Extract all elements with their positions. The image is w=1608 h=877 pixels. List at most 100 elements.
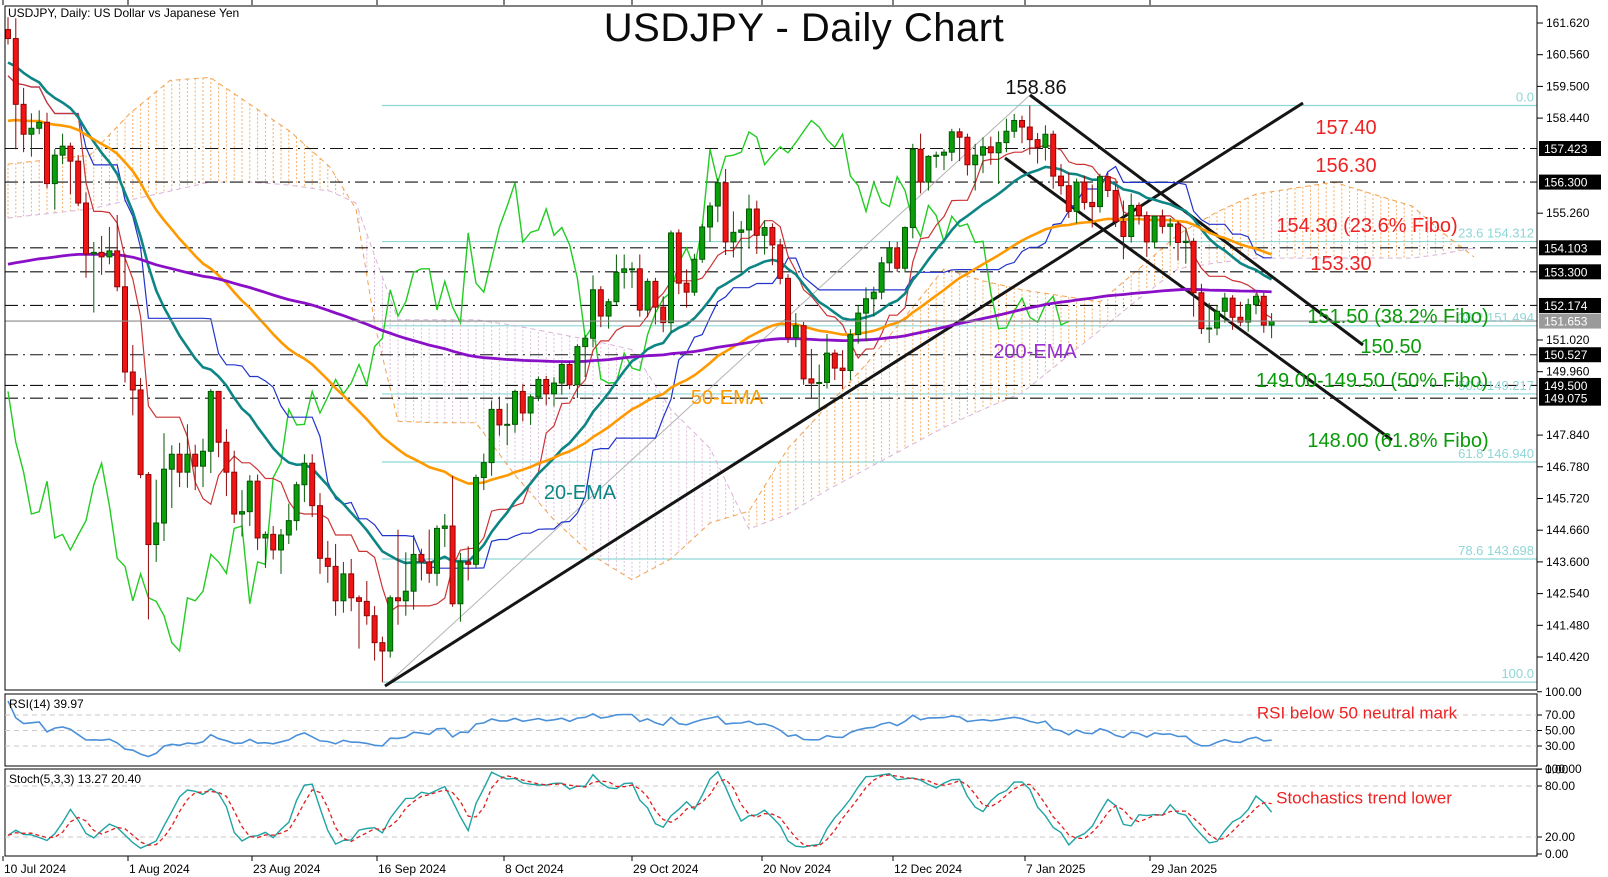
candle [1245, 304, 1252, 323]
candle [683, 282, 690, 293]
rsi-axis-tick: 100.00 [1545, 685, 1582, 699]
candle [574, 346, 581, 386]
candle [1065, 185, 1072, 212]
stoch-axis-tick: 100.00 [1545, 762, 1582, 776]
price-badge [1539, 297, 1601, 313]
fibo-label: 23.6 154.312 [1458, 226, 1534, 241]
candle [402, 590, 409, 602]
candle [753, 208, 760, 236]
candle [75, 160, 82, 204]
candle [371, 615, 378, 644]
candle [816, 381, 823, 384]
candle [909, 148, 916, 229]
candle [644, 280, 651, 311]
trendline-1[interactable] [384, 101, 1304, 688]
fibo-label: 50.0 149.217 [1458, 378, 1534, 393]
candle [800, 325, 807, 380]
support-149-00-fibo: 149.00-149.50 (50% Fibo) [1255, 370, 1489, 392]
trendline-2[interactable] [1029, 93, 1364, 347]
candle [12, 38, 19, 105]
candle [176, 453, 183, 473]
trendline-0[interactable] [384, 94, 1031, 687]
candle [738, 229, 745, 233]
candle [379, 642, 386, 652]
price-axis-tick: 140.420 [1546, 650, 1590, 664]
candle [270, 533, 277, 551]
price-axis-tick: 155.260 [1546, 206, 1590, 220]
price-badge [1539, 390, 1601, 406]
candle [1073, 181, 1080, 212]
candle [215, 390, 222, 443]
price-badge-text: 154.103 [1544, 241, 1588, 255]
symbol-info: USDJPY, Daily: US Dollar vs Japanese Yen [8, 6, 240, 20]
price-badge-text: 149.075 [1544, 392, 1588, 406]
candle [1182, 240, 1189, 244]
candle [1104, 176, 1111, 191]
candle [324, 557, 331, 567]
date-axis-label: 12 Dec 2024 [894, 862, 962, 876]
candle [129, 371, 136, 391]
price-badge-text: 153.300 [1544, 265, 1588, 279]
price-axis-tick: 159.500 [1546, 79, 1590, 93]
price-badge [1539, 264, 1601, 280]
date-axis-label: 1 Aug 2024 [129, 862, 190, 876]
candle [675, 232, 682, 284]
date-axis-label: 8 Oct 2024 [505, 862, 564, 876]
price-axis-tick: 158.440 [1546, 111, 1590, 125]
candle [948, 131, 955, 153]
price-axis-tick: 142.540 [1546, 587, 1590, 601]
candle [1019, 119, 1025, 128]
tenkan-sen-line [7, 75, 1272, 613]
senkou-a-line [7, 76, 1475, 581]
fibo-label: 100.0 [1501, 666, 1534, 681]
candle [605, 301, 612, 317]
candle [761, 227, 768, 236]
price-axis-tick: 161.620 [1546, 16, 1590, 30]
price-badge [1539, 313, 1601, 329]
candle [707, 205, 713, 228]
candle [1003, 130, 1010, 144]
candle [512, 390, 518, 425]
candle [1260, 295, 1267, 326]
candle [995, 142, 1002, 154]
candle [348, 573, 355, 599]
candle [278, 534, 284, 551]
candle [434, 527, 440, 574]
candle [1268, 320, 1275, 326]
candle [956, 131, 963, 138]
candle [1136, 204, 1142, 217]
candle [20, 103, 27, 135]
candle [824, 352, 830, 383]
candle [184, 453, 191, 473]
price-axis-tick: 160.560 [1546, 48, 1590, 62]
candle [855, 312, 862, 336]
candle [660, 306, 667, 324]
candle [192, 453, 199, 467]
rsi-axis-tick: 50.00 [1545, 724, 1575, 738]
support-151-50-fibo: 151.50 (38.2% Fibo) [1307, 306, 1489, 328]
support-148-00-fibo: 148.00 (61.8% Fibo) [1307, 430, 1489, 452]
candle [980, 146, 986, 156]
stoch-indicator-label: Stoch(5,3,3) 13.27 20.40 [9, 772, 142, 786]
price-badge [1539, 240, 1601, 256]
rsi-axis-tick: 0.00 [1545, 762, 1569, 776]
resistance-154-30-fibo: 154.30 (23.6% Fibo) [1276, 215, 1458, 237]
candle [395, 597, 401, 602]
candle [1026, 126, 1033, 141]
resistance-153-30: 153.30 [1310, 253, 1372, 275]
fibo-label: 0.0 [1516, 90, 1534, 105]
date-axis-label: 16 Sep 2024 [378, 862, 446, 876]
candle [925, 155, 932, 183]
candle [59, 145, 66, 156]
price-axis-tick: 151.020 [1546, 333, 1590, 347]
candle [488, 408, 495, 464]
peak-price-label: 158.86 [1005, 77, 1067, 99]
candle [964, 136, 971, 166]
fibo-label: 61.8 146.940 [1458, 446, 1534, 461]
candle [168, 453, 175, 470]
candle [535, 378, 542, 398]
rsi-indicator-label: RSI(14) 39.97 [9, 697, 84, 711]
candle [426, 561, 433, 574]
candle [652, 280, 659, 308]
